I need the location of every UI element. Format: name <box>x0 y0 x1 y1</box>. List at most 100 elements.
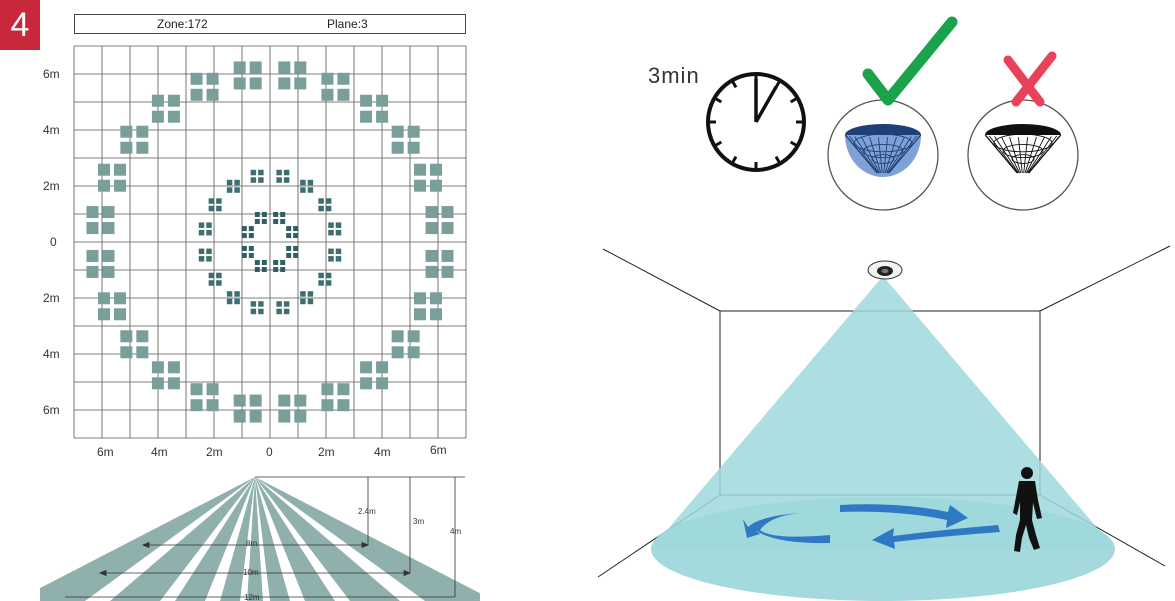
zone-square <box>325 280 332 286</box>
figure-number-badge: 4 <box>0 0 40 50</box>
zone-cluster <box>250 169 264 183</box>
zone-square <box>328 229 334 236</box>
y-label-6m-bottom: 6m <box>43 403 60 417</box>
zone-cluster <box>278 61 307 90</box>
zone-cluster <box>120 125 149 154</box>
zone-square <box>273 260 279 266</box>
arrowhead <box>98 569 107 577</box>
side-view-beams <box>40 477 480 601</box>
zone-square <box>425 206 438 219</box>
lens-mesh-ring <box>871 154 895 164</box>
lens-mesh-line <box>1026 136 1045 174</box>
zone-square <box>429 179 442 192</box>
zone-square <box>151 110 164 123</box>
lens-mesh-line <box>985 135 1018 174</box>
zone-square <box>234 179 240 186</box>
zone-square <box>335 256 342 262</box>
zone-square <box>248 252 254 258</box>
height-label-2-4m: 2.4m <box>358 507 376 516</box>
zone-square <box>441 222 454 235</box>
zone-square <box>250 301 257 307</box>
side-view-labels: 2.4m 3m 4m 8m 10m 12m <box>243 507 461 601</box>
zone-square <box>360 110 373 123</box>
zone-square <box>208 198 215 204</box>
clock-tick <box>774 155 781 164</box>
zone-cluster <box>208 198 222 212</box>
zone-square <box>276 308 282 315</box>
lens-mesh-line <box>1028 134 1062 174</box>
zone-cluster <box>233 61 262 90</box>
zone-square <box>190 88 203 101</box>
beam <box>220 477 255 601</box>
zone-cluster <box>86 206 115 235</box>
zone-square <box>307 187 314 193</box>
zone-cluster <box>208 272 222 286</box>
zone-square <box>234 291 240 297</box>
lens-mesh-line <box>854 136 879 174</box>
zone-square <box>114 163 127 176</box>
zone-square <box>425 265 438 278</box>
y-axis-labels: 6m 4m 2m 0 2m 4m 6m <box>43 67 60 417</box>
zone-square <box>102 249 115 262</box>
zone-square <box>294 61 307 74</box>
zone-square <box>114 292 127 305</box>
lens-mesh-line <box>845 135 878 174</box>
zone-cluster <box>86 249 115 278</box>
zone-square <box>278 394 291 407</box>
lens-mesh-line <box>1001 136 1020 174</box>
zone-square <box>407 125 420 138</box>
zone-cluster <box>190 72 219 101</box>
zone-square <box>407 141 420 154</box>
zone-square <box>335 229 342 236</box>
zone-square <box>258 301 264 307</box>
zone-cluster <box>300 291 314 305</box>
ceiling-sensor-icon <box>867 260 903 280</box>
beam <box>255 477 400 601</box>
timer-label: 3min <box>648 63 700 88</box>
zone-square <box>278 410 291 423</box>
zone-square <box>249 77 262 90</box>
zone-square <box>151 94 164 107</box>
x-label-6m-left: 6m <box>97 445 114 459</box>
zone-square <box>248 226 254 232</box>
zone-cluster <box>286 226 299 239</box>
zone-square <box>249 61 262 74</box>
lens-mesh-line <box>886 136 905 174</box>
zone-square <box>248 233 254 239</box>
lens-mesh-ring <box>1002 143 1044 159</box>
zone-square <box>136 141 149 154</box>
width-label-8m: 8m <box>246 539 257 548</box>
zone-square <box>337 72 350 85</box>
zone-square <box>167 361 180 374</box>
zone-cluster <box>391 125 420 154</box>
zone-square <box>120 346 133 359</box>
zone-square <box>413 308 426 321</box>
zone-square <box>102 206 115 219</box>
zone-square <box>208 272 215 279</box>
zone-square <box>241 245 247 251</box>
zone-square <box>407 330 420 343</box>
lens-mesh-line <box>887 135 918 174</box>
clock-tick <box>731 80 738 89</box>
zone-square <box>167 110 180 123</box>
lens-mesh-line <box>861 136 880 174</box>
zone-square <box>250 177 257 183</box>
zone-square <box>376 110 389 123</box>
zone-square <box>360 94 373 107</box>
zone-square <box>391 141 404 154</box>
zone-square <box>300 179 306 186</box>
zone-square <box>441 206 454 219</box>
zone-square <box>208 205 215 212</box>
zone-square <box>190 383 203 396</box>
zone-square <box>198 248 205 255</box>
zone-square <box>254 211 260 217</box>
zone-square <box>318 205 324 212</box>
zone-square <box>254 260 260 266</box>
zone-square <box>136 330 149 343</box>
zone-square <box>151 377 164 390</box>
lens-mesh-line <box>988 135 1019 174</box>
zone-square <box>325 205 332 212</box>
zone-square <box>325 198 332 204</box>
zone-cluster <box>273 211 286 224</box>
zone-square <box>283 177 290 183</box>
